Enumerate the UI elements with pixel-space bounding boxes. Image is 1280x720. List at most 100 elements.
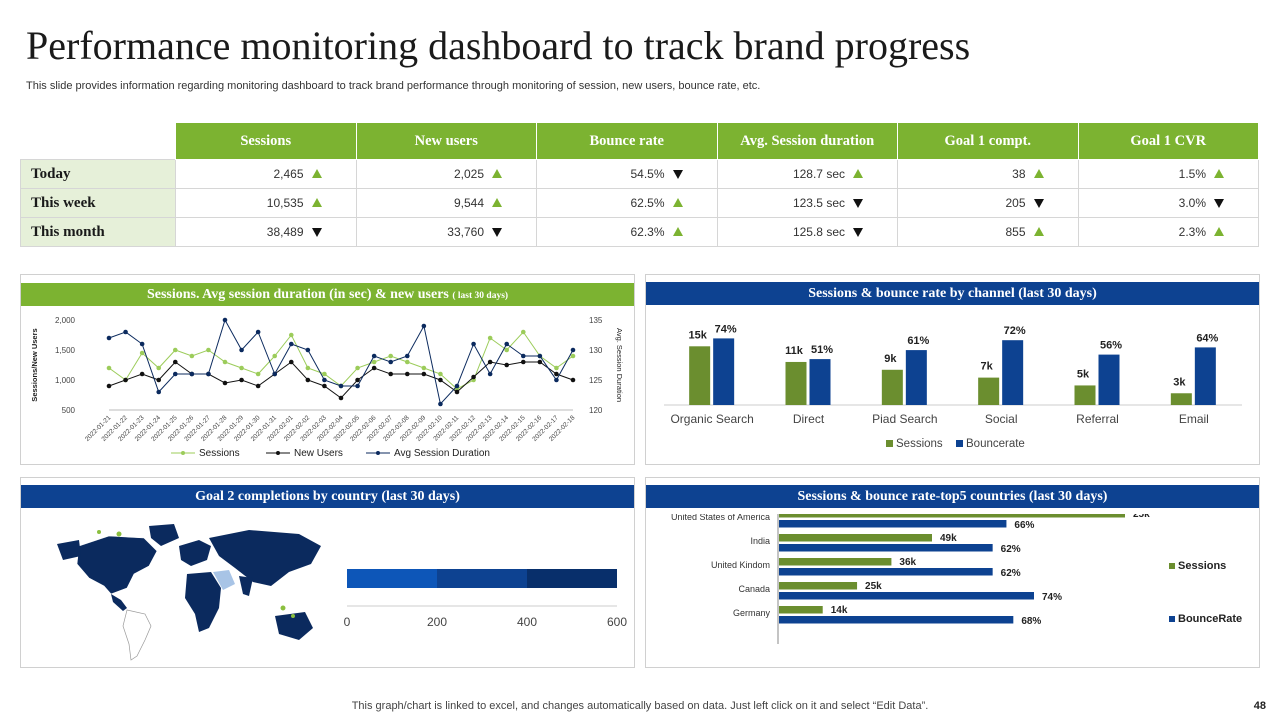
top5-bar-panel: Sessions & bounce rate-top5 countries (l… xyxy=(645,477,1260,668)
channel-label-bouncerate: 51% xyxy=(811,344,833,356)
channel-category-label: Organic Search xyxy=(670,412,753,426)
top5-bar-bouncerate xyxy=(779,568,993,576)
line-point-sessions xyxy=(388,353,394,359)
map-australia xyxy=(275,612,313,640)
kpi-value: 855 xyxy=(1005,225,1026,239)
channel-bar-chart: 15k 74% Organic Search 11k 51% Direct 9k 61% Pia… xyxy=(664,323,1242,450)
line-point-avg-session-duration xyxy=(222,317,228,323)
kpi-row-label: This month xyxy=(20,217,176,247)
line-point-avg-session-duration xyxy=(487,371,493,377)
y2-tick-label: 125 xyxy=(589,376,603,385)
kpi-cell: 205 xyxy=(897,188,1079,218)
channel-category-label: Direct xyxy=(793,412,825,426)
top5-category-label: Canada xyxy=(738,584,770,594)
line-point-new-users xyxy=(371,365,377,371)
kpi-cell: 2,025 xyxy=(355,159,537,189)
channel-bar-bouncerate xyxy=(905,350,927,405)
x-tick-label: 600 xyxy=(607,615,627,629)
map-middle-east xyxy=(213,570,235,590)
legend-marker-sessions xyxy=(181,451,185,455)
line-point-sessions xyxy=(438,371,443,377)
country-bar-segment xyxy=(527,569,617,588)
top5-category-label: United States of America xyxy=(671,514,770,522)
country-bar-segment xyxy=(437,569,527,588)
line-point-sessions xyxy=(520,329,526,335)
legend-label-sessions: Sessions xyxy=(199,448,240,459)
top5-bar-chart: 25k 66% United States of America 49k 62% Indi… xyxy=(671,514,1242,644)
line-point-sessions xyxy=(421,365,427,371)
y-tick-label: 2,000 xyxy=(55,316,76,325)
channel-bar-sessions xyxy=(978,377,1000,405)
kpi-row-label: Today xyxy=(20,159,176,189)
kpi-header-goal1-compt: Goal 1 compt. xyxy=(897,122,1079,160)
kpi-cell: 855 xyxy=(897,217,1079,247)
trend-up-icon xyxy=(1033,169,1044,178)
channel-label-sessions: 5k xyxy=(1077,368,1090,380)
sessions-line-title: Sessions. Avg session duration (in sec) … xyxy=(21,283,634,306)
line-point-new-users xyxy=(255,383,261,389)
line-point-new-users xyxy=(570,377,576,383)
top5-bar-sessions xyxy=(779,514,1125,518)
line-point-sessions xyxy=(272,353,278,359)
kpi-cell: 2.3% xyxy=(1077,217,1259,247)
line-point-sessions xyxy=(322,371,327,377)
line-point-new-users xyxy=(355,377,360,383)
trend-up-icon xyxy=(492,169,502,178)
channel-bar-title: Sessions & bounce rate by channel (last … xyxy=(646,282,1259,305)
channel-bar-sessions xyxy=(1074,385,1096,405)
line-point-new-users xyxy=(520,359,526,365)
channel-label-bouncerate: 56% xyxy=(1100,340,1122,352)
map-india xyxy=(239,576,253,596)
country-bar-chart: 0 200 400 600 xyxy=(344,569,627,629)
line-point-sessions xyxy=(222,359,228,365)
y2-tick-label: 135 xyxy=(589,316,603,325)
kpi-row: Today 2,465 2,025 54.5% 128.7 sec 38 1.5% xyxy=(20,159,1259,189)
kpi-cell: 33,760 xyxy=(355,217,537,247)
line-point-new-users xyxy=(388,371,394,377)
sessions-line-panel: Sessions. Avg session duration (in sec) … xyxy=(20,274,635,465)
line-point-avg-session-duration xyxy=(355,383,360,389)
channel-label-bouncerate: 74% xyxy=(715,323,737,335)
line-point-avg-session-duration xyxy=(172,371,178,377)
trend-down-icon xyxy=(1214,199,1224,208)
legend-marker-new-users xyxy=(276,451,280,455)
kpi-header-blank xyxy=(21,123,176,160)
kpi-cell: 9,544 xyxy=(355,188,537,218)
top5-label-bouncerate: 62% xyxy=(1001,544,1021,555)
map-highlight-4 xyxy=(291,614,295,618)
line-point-sessions xyxy=(239,365,244,371)
channel-label-bouncerate: 64% xyxy=(1196,332,1218,344)
kpi-cell: 54.5% xyxy=(536,159,718,189)
channel-category-label: Referral xyxy=(1076,412,1119,426)
line-point-avg-session-duration xyxy=(288,341,294,347)
line-point-sessions xyxy=(504,347,510,353)
line-point-sessions xyxy=(106,365,112,371)
channel-label-sessions: 15k xyxy=(688,329,707,341)
trend-up-icon xyxy=(853,169,863,178)
kpi-value: 2.3% xyxy=(1178,225,1206,239)
line-point-new-users xyxy=(421,371,427,377)
map-europe xyxy=(179,540,211,566)
top5-category-label: India xyxy=(750,536,770,546)
line-point-sessions xyxy=(255,371,261,377)
channel-label-sessions: 9k xyxy=(884,353,897,365)
line-point-avg-session-duration xyxy=(189,371,195,377)
channel-category-label: Email xyxy=(1179,412,1209,426)
top5-bar-sessions xyxy=(779,582,858,590)
channel-bar-bouncerate xyxy=(1002,340,1024,405)
trend-down-icon xyxy=(672,170,683,179)
channel-bar-panel: Sessions & bounce rate by channel (last … xyxy=(645,274,1260,465)
kpi-table: Sessions New users Bounce rate Avg. Sess… xyxy=(20,122,1259,247)
line-point-new-users xyxy=(239,377,244,383)
trend-up-icon xyxy=(311,198,322,207)
trend-up-icon xyxy=(672,198,683,207)
line-point-avg-session-duration xyxy=(239,347,244,353)
line-point-avg-session-duration xyxy=(338,383,344,389)
line-point-sessions xyxy=(189,353,195,359)
channel-category-label: Piad Search xyxy=(872,412,937,426)
line-point-avg-session-duration xyxy=(305,347,311,353)
map-highlight-2 xyxy=(97,530,101,534)
top5-category-label: Germany xyxy=(733,608,771,618)
y2-tick-label: 120 xyxy=(589,406,603,415)
line-point-sessions xyxy=(355,365,360,371)
